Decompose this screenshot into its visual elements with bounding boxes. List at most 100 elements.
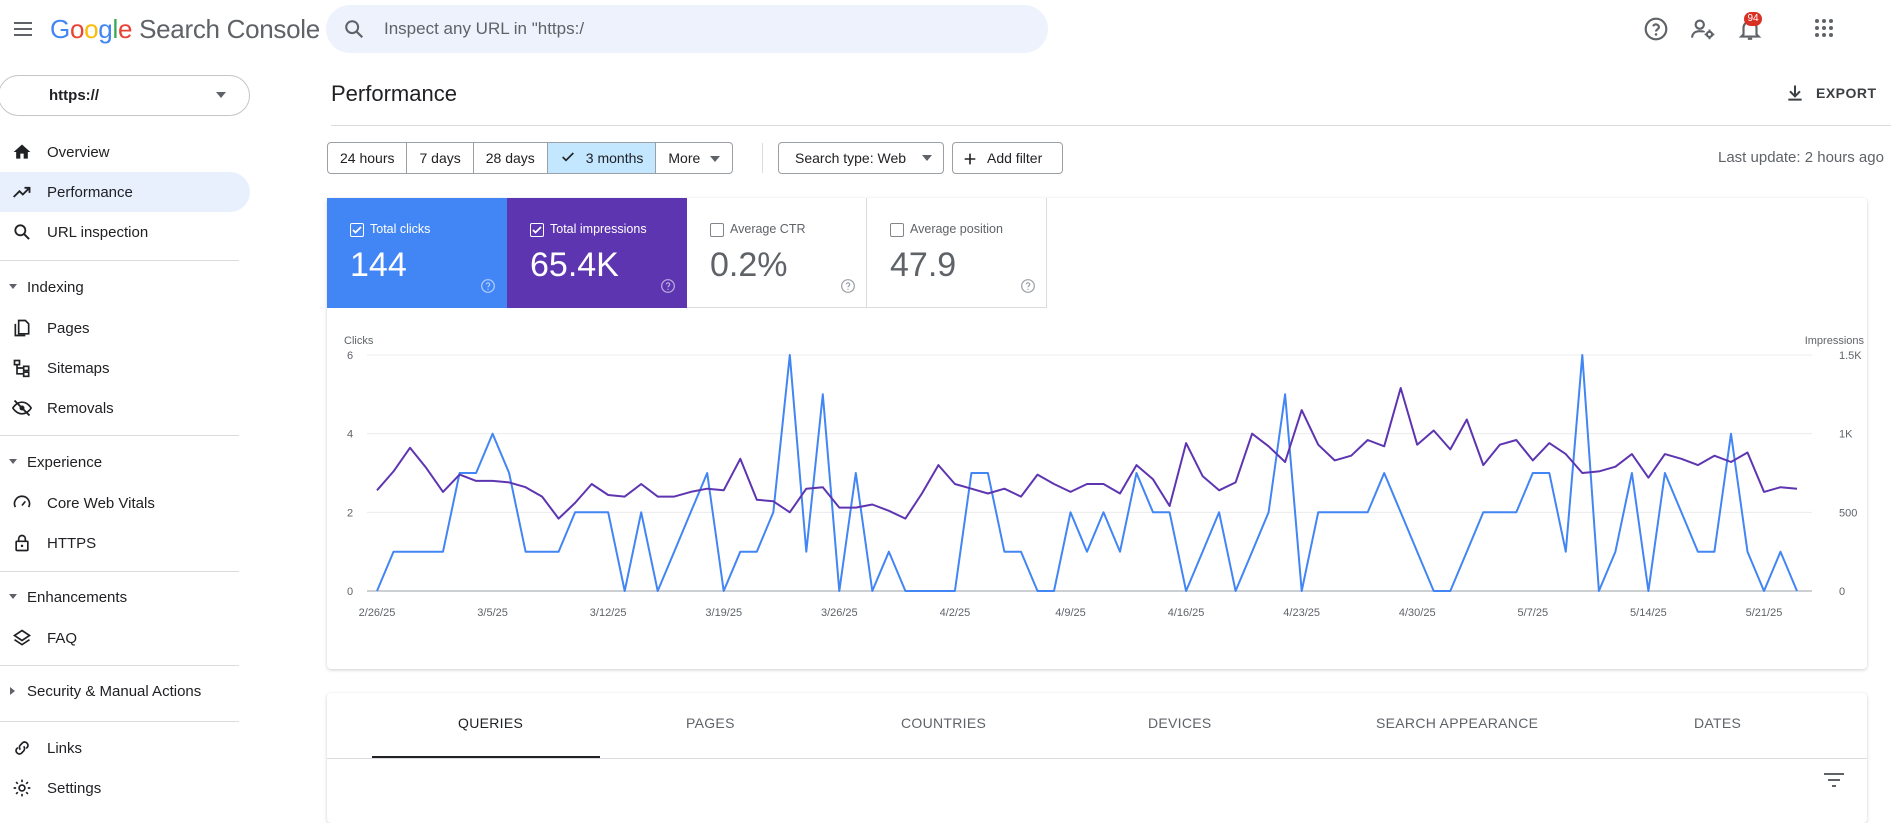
metric-average-ctr[interactable]: Average CTR 0.2% — [687, 198, 867, 308]
sidebar-section-experience[interactable]: Experience — [0, 448, 250, 478]
google-wordmark: Google — [50, 14, 133, 44]
tab-search-appearance[interactable]: SEARCH APPEARANCE — [1376, 715, 1539, 731]
sidebar-item-faq[interactable]: FAQ — [0, 618, 250, 658]
tab-countries[interactable]: COUNTRIES — [901, 715, 987, 731]
sidebar-item-core-web-vitals[interactable]: Core Web Vitals — [0, 483, 250, 523]
impressions-series-line — [376, 387, 1798, 520]
left-tick-label: 2 — [347, 507, 353, 519]
x-tick-label: 2/26/25 — [359, 607, 396, 619]
chip-label: Add filter — [987, 150, 1043, 166]
metric-checkbox[interactable] — [710, 223, 724, 237]
sidebar-divider — [0, 721, 239, 722]
range-more[interactable]: More — [656, 143, 732, 173]
sidebar-item-url-inspection[interactable]: URL inspection — [0, 212, 250, 252]
right-tick-label: 1.5K — [1839, 350, 1862, 362]
sidebar-item-links[interactable]: Links — [0, 728, 250, 768]
section-label: Indexing — [27, 279, 84, 296]
sidebar-item-performance[interactable]: Performance — [0, 172, 250, 212]
left-tick-label: 0 — [347, 586, 353, 598]
sidebar-item-label: Overview — [47, 144, 110, 161]
sidebar-item-removals[interactable]: Removals — [0, 388, 250, 428]
sidebar-divider — [0, 571, 239, 572]
x-tick-label: 3/5/25 — [477, 607, 508, 619]
speed-gauge-icon — [12, 493, 32, 513]
range-3-months[interactable]: 3 months — [547, 143, 657, 173]
dropdown-arrow-icon — [710, 156, 721, 163]
page-title: Performance — [331, 81, 457, 106]
range-label: More — [668, 150, 701, 166]
right-tick-label: 0 — [1839, 586, 1845, 598]
range-label: 3 months — [585, 150, 644, 166]
home-icon — [12, 142, 32, 162]
apps-grid-icon[interactable] — [1812, 16, 1840, 44]
sidebar-section-indexing[interactable]: Indexing — [0, 273, 250, 303]
property-label: https:// — [49, 87, 99, 104]
sidebar-item-label: URL inspection — [47, 224, 149, 241]
range-24-hours[interactable]: 24 hours — [328, 143, 408, 173]
active-tab-indicator — [372, 756, 600, 758]
metric-total-impressions[interactable]: Total impressions 65.4K — [507, 198, 687, 308]
app-logo[interactable]: Google Search Console — [50, 14, 320, 45]
tab-pages[interactable]: PAGES — [686, 715, 735, 731]
dropdown-arrow-icon — [216, 92, 226, 98]
sidebar-divider — [0, 435, 239, 436]
metric-checkbox[interactable] — [350, 223, 364, 237]
sidebar-divider — [0, 260, 239, 261]
collapse-arrow-icon — [8, 457, 18, 467]
tab-dates[interactable]: DATES — [1694, 715, 1742, 731]
sidebar-item-pages[interactable]: Pages — [0, 308, 250, 348]
search-input[interactable] — [384, 16, 984, 42]
help-icon[interactable] — [1020, 278, 1036, 294]
x-tick-label: 5/14/25 — [1630, 607, 1667, 619]
title-divider — [331, 125, 1891, 126]
sidebar-item-https[interactable]: HTTPS — [0, 523, 250, 563]
sidebar-item-sitemaps[interactable]: Sitemaps — [0, 348, 250, 388]
help-icon[interactable] — [480, 278, 496, 294]
range-28-days[interactable]: 28 days — [474, 143, 548, 173]
pages-icon — [12, 318, 32, 338]
download-icon — [1785, 83, 1805, 103]
url-inspection-search[interactable] — [326, 5, 1048, 53]
sidebar-section-enhancements[interactable]: Enhancements — [0, 583, 250, 613]
search-icon — [343, 18, 365, 40]
date-range-selector: 24 hours 7 days 28 days 3 months More — [327, 142, 734, 174]
search-type-filter[interactable]: Search type: Web — [778, 142, 944, 174]
filter-rows-icon[interactable] — [1822, 770, 1846, 790]
right-tick-label: 1K — [1839, 429, 1853, 441]
lock-icon — [12, 533, 32, 553]
metric-checkbox[interactable] — [530, 223, 544, 237]
sidebar-section-security[interactable]: Security & Manual Actions — [0, 677, 250, 707]
collapse-arrow-icon — [8, 592, 18, 602]
metric-label: Total clicks — [370, 222, 431, 236]
x-tick-label: 5/21/25 — [1746, 607, 1783, 619]
left-tick-label: 4 — [347, 429, 353, 441]
sidebar-item-overview[interactable]: Overview — [0, 132, 250, 172]
sidebar-item-settings[interactable]: Settings — [0, 768, 250, 808]
links-icon — [12, 738, 32, 758]
range-7-days[interactable]: 7 days — [407, 143, 474, 173]
toolbar-separator — [762, 143, 763, 173]
property-selector[interactable]: https:// — [0, 75, 250, 116]
metric-value: 144 — [350, 246, 407, 284]
add-filter-button[interactable]: Add filter — [952, 142, 1063, 174]
tab-devices[interactable]: DEVICES — [1148, 715, 1212, 731]
sidebar-divider — [0, 665, 239, 666]
plus-icon — [962, 151, 978, 167]
sidebar-item-label: Pages — [47, 320, 90, 337]
tab-queries[interactable]: QUERIES — [458, 715, 524, 731]
help-icon[interactable] — [1643, 16, 1671, 44]
main-menu-icon[interactable] — [11, 17, 35, 41]
clicks-series-line — [376, 354, 1798, 592]
help-icon[interactable] — [660, 278, 676, 294]
x-tick-label: 4/30/25 — [1399, 607, 1436, 619]
x-tick-label: 4/16/25 — [1168, 607, 1205, 619]
help-icon[interactable] — [840, 278, 856, 294]
metric-average-position[interactable]: Average position 47.9 — [867, 198, 1047, 308]
x-tick-label: 3/26/25 — [821, 607, 858, 619]
metric-label: Average position — [910, 222, 1003, 236]
expand-arrow-icon — [8, 686, 18, 696]
metric-checkbox[interactable] — [890, 223, 904, 237]
metric-total-clicks[interactable]: Total clicks 144 — [327, 198, 507, 308]
manage-users-icon[interactable] — [1690, 16, 1718, 44]
